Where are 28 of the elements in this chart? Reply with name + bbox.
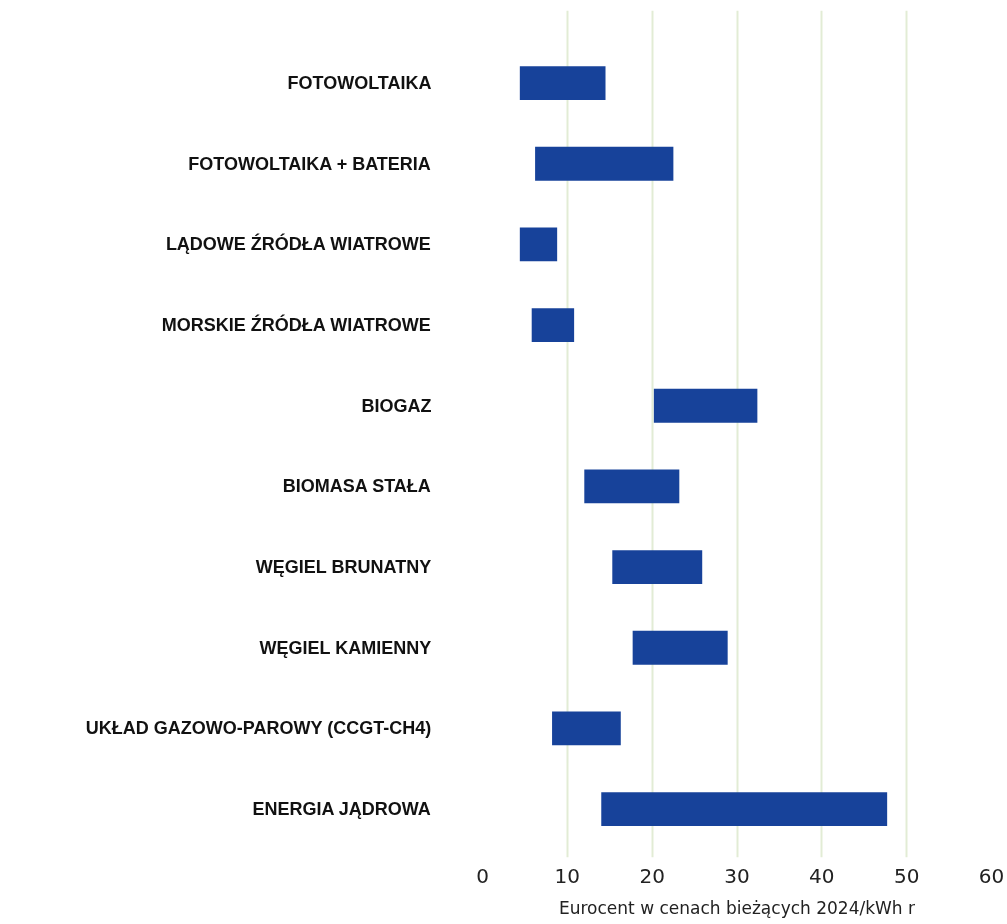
- bar: [552, 711, 621, 746]
- bar: [519, 66, 606, 101]
- x-tick-label: 30: [724, 863, 750, 888]
- y-tick-label: BIOGAZ: [361, 395, 432, 416]
- x-tick-label: 10: [554, 863, 581, 888]
- x-tick-label: 50: [893, 863, 920, 888]
- x-tick-label: 20: [639, 863, 665, 888]
- bar: [584, 469, 680, 504]
- bar: [632, 630, 728, 665]
- bar: [612, 550, 703, 585]
- x-axis-title: Eurocent w cenach bieżących 2024/kWh r: [558, 897, 916, 918]
- y-tick-label: FOTOWOLTAIKA: [287, 73, 432, 94]
- bar: [653, 388, 758, 423]
- bar: [519, 227, 558, 262]
- y-tick-label: BIOMASA STAŁA: [282, 476, 431, 497]
- x-tick-label: 40: [809, 863, 835, 888]
- y-tick-label: LĄDOWE ŹRÓDŁA WIATROWE: [165, 233, 431, 255]
- x-tick-label: 60: [978, 863, 1005, 888]
- y-tick-label: MORSKIE ŹRÓDŁA WIATROWE: [161, 314, 431, 336]
- y-tick-label: WĘGIEL BRUNATNY: [255, 557, 432, 578]
- y-tick-label: UKŁAD GAZOWO-PAROWY (CCGT-CH4): [85, 718, 432, 739]
- bar: [531, 308, 575, 343]
- bar: [601, 792, 888, 827]
- bar: [535, 146, 674, 181]
- x-tick-label: 0: [476, 863, 489, 888]
- y-tick-label: FOTOWOLTAIKA + BATERIA: [188, 153, 431, 174]
- y-tick-label: WĘGIEL KAMIENNY: [259, 637, 432, 658]
- y-tick-label: ENERGIA JĄDROWA: [252, 799, 431, 820]
